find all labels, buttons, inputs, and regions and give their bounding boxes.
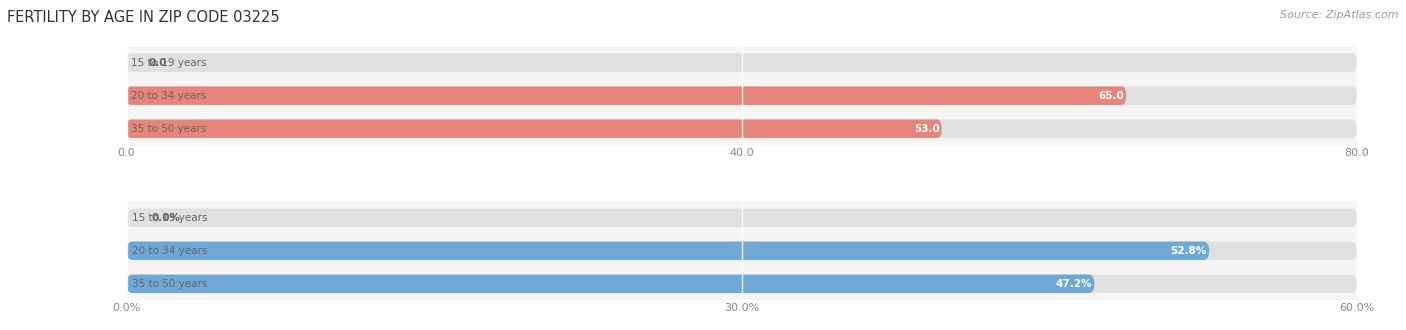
- Text: 20 to 34 years: 20 to 34 years: [132, 246, 208, 256]
- FancyBboxPatch shape: [127, 86, 1126, 105]
- Text: 0.0: 0.0: [148, 58, 167, 68]
- FancyBboxPatch shape: [127, 275, 1357, 293]
- Text: FERTILITY BY AGE IN ZIP CODE 03225: FERTILITY BY AGE IN ZIP CODE 03225: [7, 10, 280, 25]
- FancyBboxPatch shape: [127, 119, 1357, 138]
- Text: 65.0: 65.0: [1098, 91, 1125, 101]
- FancyBboxPatch shape: [127, 53, 1357, 72]
- Text: 15 to 19 years: 15 to 19 years: [131, 58, 207, 68]
- FancyBboxPatch shape: [127, 86, 1357, 105]
- FancyBboxPatch shape: [127, 242, 1357, 260]
- FancyBboxPatch shape: [127, 242, 1209, 260]
- Text: 35 to 50 years: 35 to 50 years: [131, 124, 207, 134]
- Text: 15 to 19 years: 15 to 19 years: [132, 213, 208, 223]
- Text: 35 to 50 years: 35 to 50 years: [132, 279, 208, 289]
- Text: 0.0%: 0.0%: [152, 213, 180, 223]
- Text: 47.2%: 47.2%: [1056, 279, 1092, 289]
- Text: Source: ZipAtlas.com: Source: ZipAtlas.com: [1281, 10, 1399, 20]
- Text: 53.0: 53.0: [914, 124, 939, 134]
- Text: 20 to 34 years: 20 to 34 years: [131, 91, 207, 101]
- FancyBboxPatch shape: [127, 275, 1094, 293]
- FancyBboxPatch shape: [127, 119, 942, 138]
- FancyBboxPatch shape: [127, 209, 1357, 227]
- Text: 52.8%: 52.8%: [1171, 246, 1206, 256]
